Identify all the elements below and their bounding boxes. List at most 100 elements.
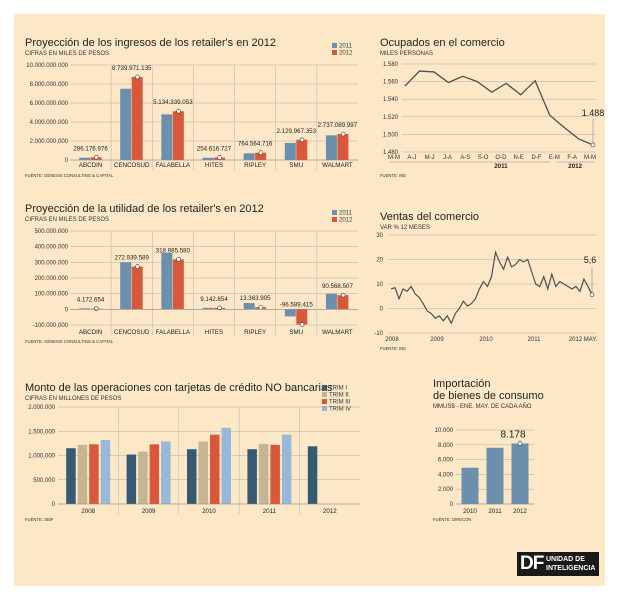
- legend-swatch: [332, 210, 337, 215]
- bar: [131, 266, 143, 310]
- value-label: 764.564.716: [238, 141, 273, 148]
- category-label: WALMART: [322, 162, 353, 169]
- y-tick-label: 6.000: [438, 458, 454, 464]
- y-tick-label: 0: [65, 158, 69, 164]
- bar: [131, 76, 143, 160]
- x-tick-label: D-F: [532, 155, 542, 161]
- x-tick-label: M-M: [584, 155, 596, 161]
- legend-label: 2012: [339, 51, 353, 57]
- x-tick-label: 2008: [385, 337, 399, 343]
- bar: [281, 434, 292, 504]
- bar: [138, 451, 148, 504]
- y-tick-label: 6.000.000.000: [30, 101, 69, 107]
- df-logo: DF UNIDAD DE INTELIGENCIA: [517, 552, 599, 576]
- value-marker: [94, 154, 99, 160]
- category-label: WALMART: [322, 329, 353, 336]
- y-tick-label: 10.000: [435, 428, 454, 434]
- chart-subtitle: CIFRAS EN MILES DE PESOS: [25, 217, 109, 223]
- category-label: HITES: [205, 329, 223, 336]
- bar: [461, 467, 479, 504]
- category-label: ABCDIN: [79, 329, 102, 336]
- legend-swatch: [322, 392, 327, 397]
- category-label: 2011: [488, 508, 502, 515]
- end-value-label: 8.178: [500, 429, 525, 440]
- legend-label: TRIM II: [329, 393, 349, 399]
- legend-label: 2012: [339, 218, 353, 224]
- bar: [255, 152, 267, 160]
- x-tick-label: N-E: [514, 155, 524, 161]
- bar: [325, 135, 337, 160]
- legend-swatch: [322, 385, 327, 390]
- bar: [511, 443, 529, 504]
- bar: [284, 309, 296, 317]
- bar: [258, 443, 269, 504]
- value-marker: [217, 305, 223, 311]
- y-tick-label: 0: [380, 307, 384, 313]
- bar: [161, 441, 171, 504]
- year-label: 2011: [494, 163, 508, 170]
- value-marker: [176, 257, 181, 262]
- y-tick-label: 1.500.000: [28, 429, 55, 435]
- end-value-label: 5,6: [584, 255, 597, 265]
- x-tick-label: 2011: [528, 337, 542, 343]
- y-tick-label: 0: [450, 502, 454, 508]
- value-marker: [258, 304, 264, 310]
- x-tick-label: 2012 MAY.: [569, 337, 598, 343]
- bar: [486, 447, 504, 504]
- category-label: FALABELLA: [156, 162, 191, 169]
- chart-title: Monto de las operaciones con tarjetas de…: [25, 382, 333, 394]
- chart-subtitle: VAR % 12 MESES: [380, 225, 430, 231]
- y-tick-label: 1.520: [383, 115, 399, 121]
- end-value-label: 1.488: [582, 108, 605, 118]
- chart-subtitle: CIFRAS EN MILLONES DE PESOS: [25, 396, 121, 402]
- chart-title: Ocupados en el comercio: [380, 37, 505, 49]
- value-label: 318.985.580: [156, 247, 191, 254]
- y-tick-label: 4.000.000.000: [30, 120, 69, 126]
- value-label: 5.134.339.053: [153, 99, 193, 106]
- value-marker: [217, 155, 223, 160]
- value-marker: [176, 108, 181, 114]
- chart-title: Ventas del comercio: [380, 211, 479, 223]
- y-tick-label: 10: [376, 282, 383, 288]
- category-label: RIPLEY: [244, 329, 266, 336]
- category-label: 2010: [202, 508, 216, 515]
- bar: [79, 157, 91, 160]
- x-tick-label: 2010: [479, 337, 493, 343]
- value-label: 272.939.589: [115, 255, 150, 262]
- bar: [202, 157, 214, 160]
- bar: [221, 427, 231, 504]
- y-tick-label: 2.000.000.000: [30, 139, 69, 145]
- value-label: 13.363.905: [240, 295, 272, 302]
- legend-swatch: [332, 217, 337, 222]
- y-tick-label: 0: [65, 307, 69, 313]
- bar: [172, 111, 184, 160]
- x-tick-label: A-J: [407, 155, 416, 161]
- value-label: 286.176.976: [73, 145, 108, 152]
- end-marker: [590, 142, 596, 148]
- category-label: 2012: [513, 508, 527, 515]
- chart-title: de bienes de consumo: [433, 390, 544, 402]
- chart-source: FUENTE: SBIF: [25, 517, 54, 522]
- bar: [210, 434, 220, 504]
- x-tick-label: M-J: [425, 155, 435, 161]
- value-label: -96.589.415: [280, 301, 314, 308]
- bar: [120, 88, 132, 160]
- value-marker: [340, 292, 346, 298]
- x-tick-label: A-S: [460, 155, 470, 161]
- chart-title: Proyección de la utilidad de los retaile…: [25, 203, 264, 215]
- y-tick-label: 100.000.000: [35, 292, 69, 298]
- legend-label: TRIM IV: [329, 407, 351, 413]
- legend-swatch: [332, 43, 337, 48]
- chart-title: Importación: [433, 378, 490, 390]
- series-line: [404, 70, 594, 146]
- bar: [126, 454, 137, 504]
- bar: [89, 444, 99, 504]
- y-tick-label: 8.000: [438, 443, 454, 449]
- bar: [66, 448, 76, 504]
- value-marker: [135, 264, 140, 269]
- series-line: [390, 249, 593, 325]
- value-marker: [258, 150, 264, 156]
- y-tick-label: 1.540: [383, 97, 399, 103]
- y-tick-label: 500.000.000: [35, 229, 69, 235]
